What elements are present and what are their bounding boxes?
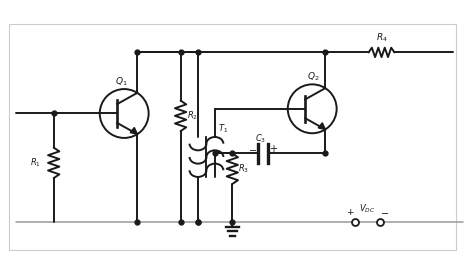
Text: $Q_1$: $Q_1$ — [115, 75, 128, 88]
Text: $-$: $-$ — [248, 144, 257, 153]
Text: $-$: $-$ — [381, 207, 390, 217]
Text: $R_3$: $R_3$ — [238, 162, 249, 175]
Text: $V_{DC}$: $V_{DC}$ — [359, 202, 375, 215]
Text: $R_2$: $R_2$ — [187, 110, 198, 122]
Text: $R_1$: $R_1$ — [29, 157, 41, 169]
Text: $+$: $+$ — [269, 142, 278, 153]
Text: $R_4$: $R_4$ — [375, 32, 387, 44]
Polygon shape — [130, 127, 137, 134]
Text: $+$: $+$ — [346, 207, 355, 216]
Text: $C_3$: $C_3$ — [255, 133, 266, 145]
Text: $Q_2$: $Q_2$ — [307, 71, 319, 83]
Text: $T_1$: $T_1$ — [218, 122, 228, 135]
Polygon shape — [318, 123, 325, 130]
